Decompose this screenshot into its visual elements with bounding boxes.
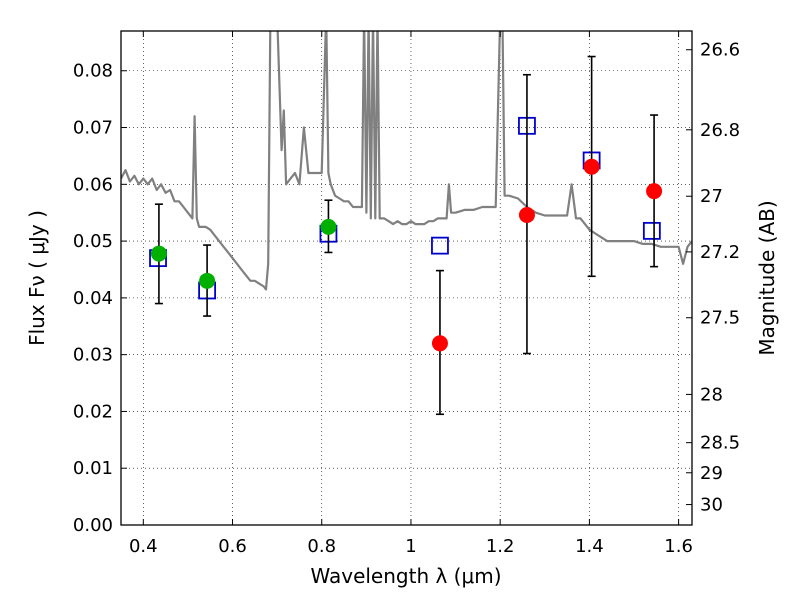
observed-flux-point-red	[518, 206, 535, 223]
y-tick-label: 0.02	[73, 401, 113, 422]
plot-area	[121, 31, 692, 416]
x-tick-label: 1.6	[664, 536, 693, 557]
y2-axis-label: Magnitude (AB)	[755, 200, 779, 355]
x-tick-label: 1.2	[486, 536, 515, 557]
x-tick-label: 1.4	[575, 536, 604, 557]
y2-tick-label: 26.8	[700, 120, 740, 141]
y-tick-label: 0.06	[73, 174, 113, 195]
x-axis-label: Wavelength λ (μm)	[310, 564, 501, 588]
observed-flux-point-red	[583, 158, 600, 175]
plot-frame	[120, 30, 693, 526]
observed-flux-point-red	[431, 335, 448, 352]
y-tick-label: 0.07	[73, 118, 113, 139]
y-tick-label: 0.04	[73, 288, 113, 309]
y2-tick-label: 30	[700, 495, 723, 516]
x-tick-label: 0.4	[129, 536, 158, 557]
observed-flux-point-green	[150, 245, 167, 262]
y2-tick-label: 26.6	[700, 40, 740, 61]
y-tick-label: 0.03	[73, 345, 113, 366]
axis-ticks: 0.4 0.6 0.8 1 1.2 1.4 1.6 0.00 0.01 0.02 0.03 0.04 0…	[73, 31, 740, 557]
model-flux-square	[431, 236, 449, 255]
y2-tick-label: 28	[700, 384, 723, 405]
observed-flux-point-green	[320, 218, 337, 235]
model-flux-square	[642, 221, 661, 240]
y2-tick-label: 29	[700, 463, 723, 484]
x-tick-label: 1	[405, 536, 416, 557]
x-tick-label: 0.8	[307, 536, 336, 557]
y-tick-label: 0.00	[73, 515, 113, 536]
x-tick-label: 0.6	[218, 536, 247, 557]
y-axis-label: Flux Fν ( μJy )	[25, 210, 49, 346]
observed-flux-point-red	[646, 183, 663, 200]
y2-tick-label: 27.2	[700, 242, 740, 263]
template-spectrum-line	[121, 31, 692, 291]
y2-tick-label: 27	[700, 186, 723, 207]
observed-flux-point-green	[199, 272, 216, 289]
y-tick-label: 0.05	[73, 231, 113, 252]
y-tick-label: 0.01	[73, 458, 113, 479]
y2-tick-label: 27.5	[700, 308, 740, 329]
y-tick-label: 0.08	[73, 61, 113, 82]
y2-tick-label: 28.5	[700, 433, 740, 454]
